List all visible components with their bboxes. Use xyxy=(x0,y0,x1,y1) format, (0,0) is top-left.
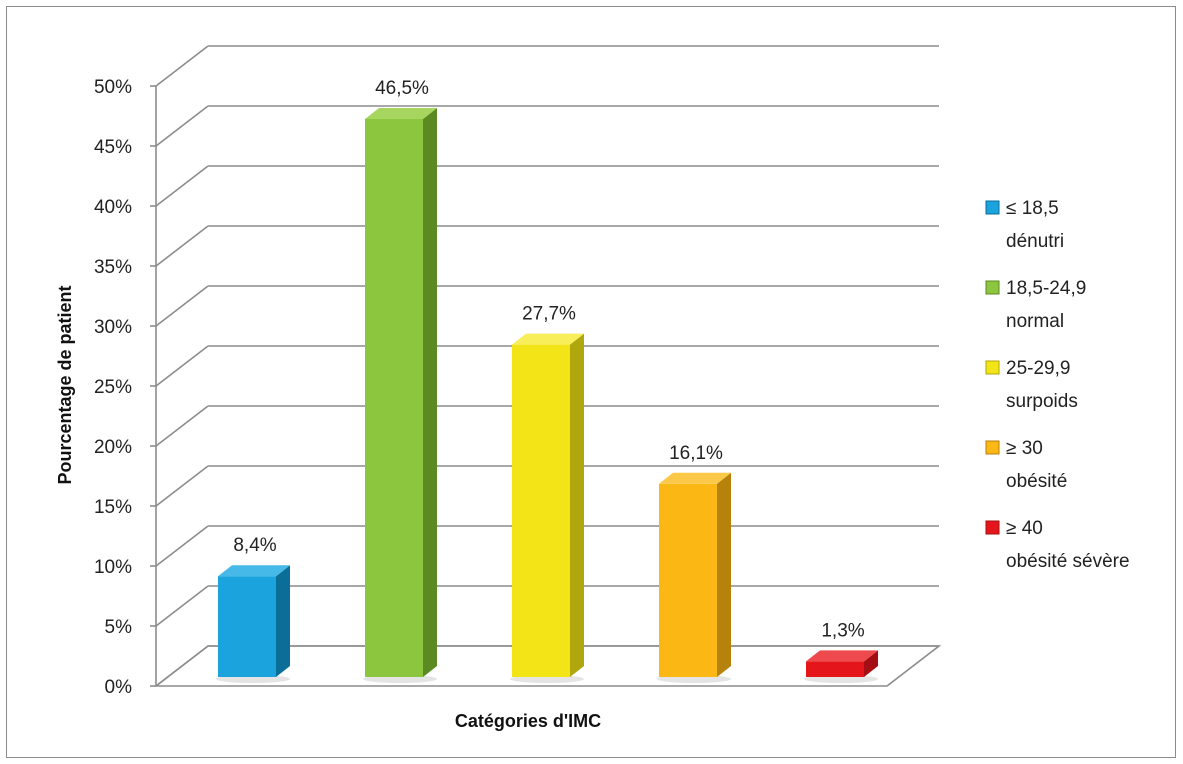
legend-label: ≤ 18,5 xyxy=(1006,198,1059,219)
legend-label: ≥ 30 xyxy=(1006,438,1043,459)
gridline-side xyxy=(155,105,209,147)
bar-front xyxy=(218,576,276,677)
y-tick-label: 35% xyxy=(94,257,132,278)
gridline-side xyxy=(155,465,209,507)
legend-item: ≤ 18,5 dénutri xyxy=(985,198,1064,252)
legend-item: ≥ 30 obésité xyxy=(985,438,1067,492)
legend-label-sub: obésité xyxy=(1006,471,1067,492)
bar-front xyxy=(806,661,864,677)
gridline-side xyxy=(155,285,209,327)
legend-item: ≥ 40 obésité sévère xyxy=(985,518,1130,572)
y-tick-label: 0% xyxy=(105,677,133,698)
bar xyxy=(804,650,878,683)
gridline-side xyxy=(155,345,209,387)
legend: ≤ 18,5 dénutri 18,5-24,9 normal 25-29,9 surpo… xyxy=(985,198,1130,572)
legend-swatch xyxy=(985,200,1000,215)
data-label: 46,5% xyxy=(375,78,429,99)
legend-swatch xyxy=(985,440,1000,455)
data-label: 27,7% xyxy=(522,304,576,325)
gridline-side xyxy=(155,225,209,267)
bar-top xyxy=(806,650,878,662)
bar-front xyxy=(365,119,423,677)
bar-front xyxy=(659,483,717,677)
legend-label: ≥ 40 xyxy=(1006,518,1043,539)
bar-side xyxy=(717,472,731,677)
y-tick-label: 45% xyxy=(94,137,132,158)
legend-swatch xyxy=(985,360,1000,375)
chart-frame xyxy=(6,6,1176,758)
y-axis-title: Pourcentage de patient xyxy=(55,285,75,484)
gridline-side xyxy=(155,585,209,627)
bar-side xyxy=(276,565,290,677)
legend-label-sub: surpoids xyxy=(1006,391,1078,412)
legend-item: 25-29,9 surpoids xyxy=(985,358,1078,412)
legend-label-sub: normal xyxy=(1006,311,1064,332)
gridline-side xyxy=(155,165,209,207)
bar-side xyxy=(570,333,584,677)
y-tick-label: 15% xyxy=(94,497,132,518)
data-label: 16,1% xyxy=(669,443,723,464)
data-label: 8,4% xyxy=(233,535,276,556)
legend-label-sub: dénutri xyxy=(1006,231,1064,252)
y-tick-label: 30% xyxy=(94,317,132,338)
bar-top xyxy=(218,565,290,577)
y-tick-label: 10% xyxy=(94,557,132,578)
bars-layer xyxy=(216,108,878,683)
bar-side xyxy=(864,650,878,677)
bar-front xyxy=(512,344,570,677)
bar-top xyxy=(365,108,437,119)
bar xyxy=(363,108,437,683)
gridline-side xyxy=(155,645,209,687)
labels-layer: 0% 5% 10% 15% 20% 25% 30% 35% 40% 45% 50% 8,4% 46,5%… xyxy=(94,77,865,698)
bar-top xyxy=(659,472,731,484)
y-tick-label: 5% xyxy=(105,617,133,638)
y-tick-label: 50% xyxy=(94,77,132,98)
legend-swatch xyxy=(985,280,1000,295)
legend-swatch xyxy=(985,520,1000,535)
y-tick-label: 20% xyxy=(94,437,132,458)
legend-label: 25-29,9 xyxy=(1006,358,1070,379)
y-tick-label: 25% xyxy=(94,377,132,398)
gridline-side xyxy=(155,45,209,87)
bar-top xyxy=(512,333,584,345)
data-label: 1,3% xyxy=(821,620,864,641)
legend-label: 18,5-24,9 xyxy=(1006,278,1086,299)
gridline-side xyxy=(155,405,209,447)
bar-side xyxy=(423,108,437,677)
bar xyxy=(216,565,290,683)
x-axis-title: Catégories d'IMC xyxy=(455,711,601,731)
y-tick-label: 40% xyxy=(94,197,132,218)
bar xyxy=(510,333,584,683)
legend-label-sub: obésité sévère xyxy=(1006,551,1130,572)
gridline-side xyxy=(155,525,209,567)
bar xyxy=(657,472,731,683)
legend-item: 18,5-24,9 normal xyxy=(985,278,1086,332)
